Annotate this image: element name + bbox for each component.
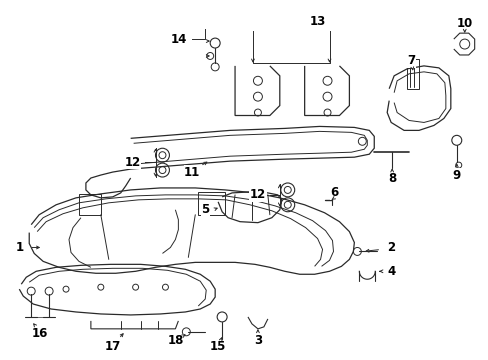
Text: 16: 16 [32, 327, 48, 340]
Text: 7: 7 [406, 54, 414, 67]
Text: 9: 9 [452, 168, 460, 181]
Text: 14: 14 [170, 33, 186, 46]
Text: 12: 12 [249, 188, 265, 201]
Text: 2: 2 [386, 241, 394, 254]
Text: 17: 17 [104, 340, 121, 353]
Text: 1: 1 [15, 241, 23, 254]
Text: 4: 4 [386, 265, 394, 278]
Text: 3: 3 [253, 334, 262, 347]
Text: 18: 18 [167, 334, 183, 347]
Text: 15: 15 [209, 340, 226, 353]
Text: 8: 8 [387, 171, 395, 185]
Text: 12: 12 [124, 156, 141, 168]
Text: 6: 6 [330, 186, 338, 199]
Text: 5: 5 [201, 203, 209, 216]
Text: 11: 11 [184, 166, 200, 179]
Text: 10: 10 [456, 17, 472, 30]
Text: 13: 13 [309, 15, 325, 28]
